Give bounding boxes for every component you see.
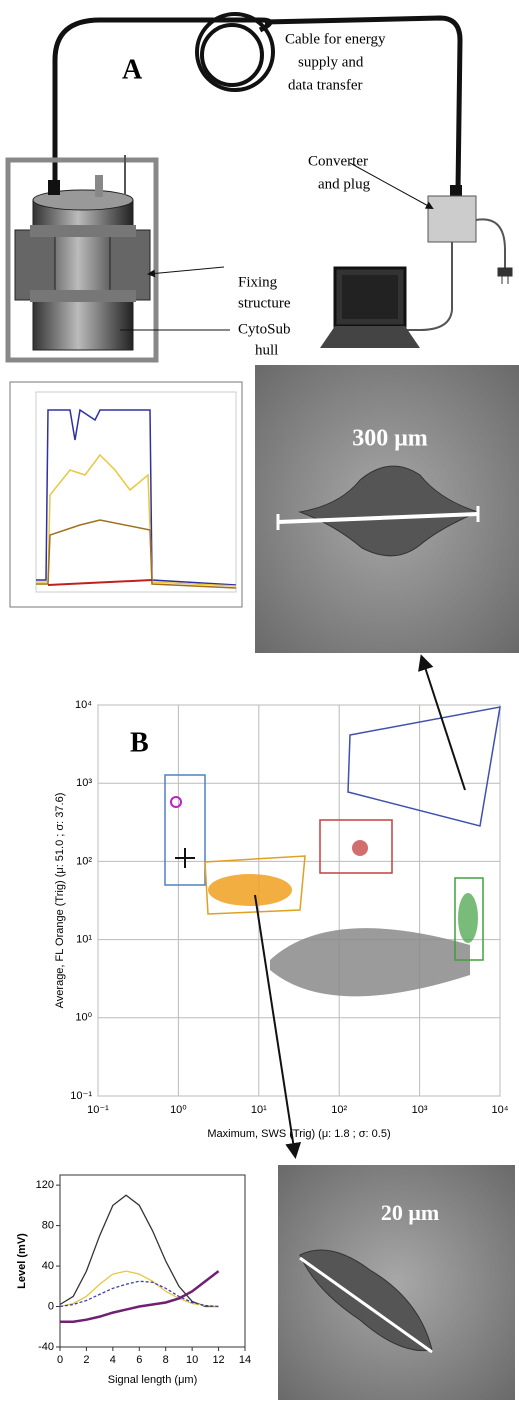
- x-tick-label: 0: [57, 1354, 63, 1366]
- y-tick-label: 120: [36, 1179, 54, 1191]
- y-tick-label: 40: [42, 1260, 54, 1272]
- converter-label: and plug: [318, 176, 371, 192]
- fixing-label: structure: [238, 295, 291, 311]
- x-tick-label: 10⁻¹: [87, 1104, 109, 1116]
- plot-area: [59, 1174, 246, 1348]
- y-tick-label: 10¹: [76, 934, 92, 946]
- panel-label: B: [130, 727, 149, 758]
- scatter-clusters: [164, 654, 501, 1159]
- x-tick-label: 10⁴: [492, 1104, 509, 1116]
- series-line: [59, 1194, 219, 1308]
- x-tick-label: 8: [163, 1354, 169, 1366]
- profile-thumbnail: [9, 381, 243, 608]
- x-tick-label: 10⁰: [170, 1104, 187, 1116]
- fixing-label: Fixing: [238, 274, 278, 290]
- x-tick-label: 4: [110, 1354, 116, 1366]
- panel-label: A: [122, 54, 143, 85]
- y-axis-title: Level (mV): [16, 1233, 28, 1289]
- scale-label: 20 μm: [381, 1200, 439, 1225]
- x-axis-title: Signal length (μm): [108, 1374, 198, 1386]
- y-tick-label: 10²: [76, 855, 92, 867]
- x-tick-label: 10²: [331, 1104, 347, 1116]
- y-tick-label: 10⁻¹: [70, 1090, 92, 1102]
- y-tick-label: -40: [38, 1341, 54, 1353]
- y-axis-title: Average, FL Orange (Trig) (μ: 51.0 ; σ: …: [54, 793, 66, 1009]
- converter-label: Converter: [308, 153, 368, 169]
- y-tick-label: 10⁴: [75, 699, 92, 711]
- series-line: [59, 1280, 219, 1308]
- y-tick-label: 0: [48, 1300, 54, 1312]
- x-tick-label: 10¹: [251, 1104, 267, 1116]
- series-line: [60, 1270, 220, 1323]
- hull-label: hull: [255, 342, 278, 358]
- y-tick-label: 80: [42, 1219, 54, 1231]
- x-tick-label: 2: [83, 1354, 89, 1366]
- x-tick-label: 10³: [412, 1104, 428, 1116]
- x-tick-label: 6: [136, 1354, 142, 1366]
- hull-label: CytoSub: [238, 321, 291, 337]
- device-illustration: [5, 12, 513, 363]
- x-tick-label: 12: [212, 1354, 224, 1366]
- x-tick-label: 10: [186, 1354, 198, 1366]
- plot-area: [97, 704, 501, 1097]
- cable-label: supply and: [298, 54, 364, 70]
- micrograph: [278, 1165, 515, 1400]
- cable-label: data transfer: [288, 77, 363, 93]
- micrograph: [255, 365, 519, 653]
- y-tick-label: 10⁰: [75, 1012, 92, 1024]
- x-axis-title: Maximum, SWS (Trig) (μ: 1.8 ; σ: 0.5): [207, 1128, 390, 1140]
- y-tick-label: 10³: [76, 777, 92, 789]
- scale-label: 300 μm: [352, 426, 428, 452]
- cable-label: Cable for energy: [285, 31, 386, 47]
- x-tick-label: 14: [239, 1354, 251, 1366]
- series-line: [59, 1270, 219, 1308]
